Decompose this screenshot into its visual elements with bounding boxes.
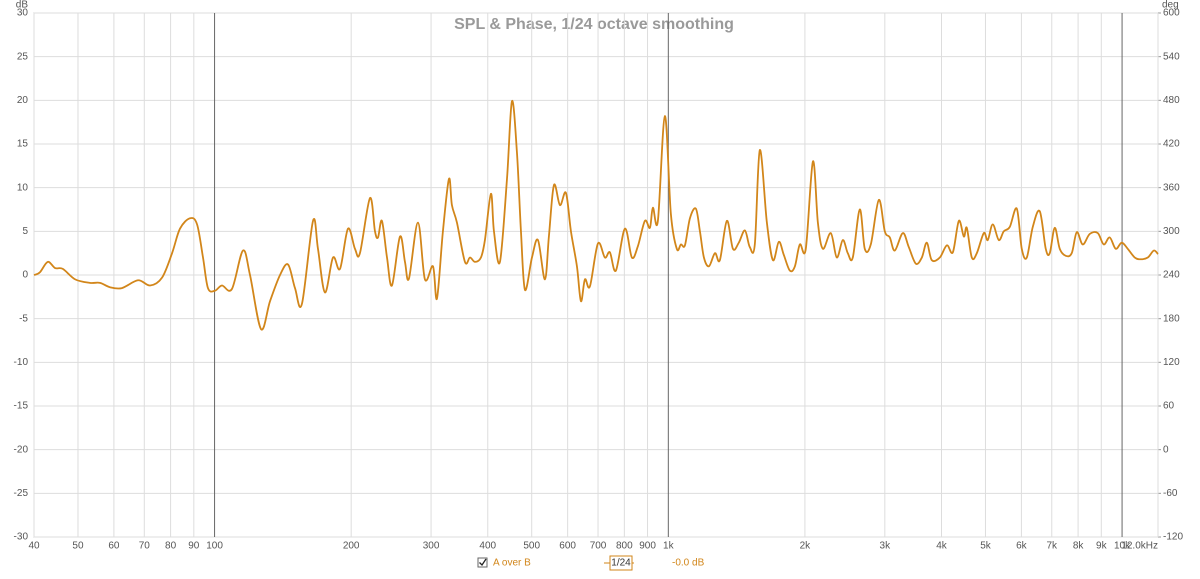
y2-tick-label: 120 xyxy=(1163,357,1180,368)
legend-checkbox[interactable] xyxy=(477,557,488,568)
y-tick-label: -10 xyxy=(14,357,29,368)
y2-tick-label: -60 xyxy=(1163,488,1178,499)
checkmark xyxy=(479,558,487,567)
y2-tick-label: 240 xyxy=(1163,270,1180,281)
smoothing-label[interactable]: 1/24 xyxy=(611,558,631,569)
y-tick-label: 30 xyxy=(17,8,29,19)
y-tick-label: 5 xyxy=(22,226,28,237)
y2-tick-label: -120 xyxy=(1163,532,1183,543)
y-tick-label: 25 xyxy=(17,51,29,62)
offset-label: -0.0 dB xyxy=(672,558,705,569)
x-tick-label: 900 xyxy=(639,541,656,552)
y-tick-label: 10 xyxy=(17,182,29,193)
smoothing-box[interactable] xyxy=(609,555,633,571)
x-tick-label: 9k xyxy=(1096,541,1108,552)
y2-tick-label: 300 xyxy=(1163,226,1180,237)
x-tick-label: 5k xyxy=(980,541,992,552)
x-tick-label: 6k xyxy=(1016,541,1028,552)
x-tick-label: 100 xyxy=(206,541,223,552)
y2-tick-label: 60 xyxy=(1163,401,1175,412)
x-tick-label: 70 xyxy=(139,541,151,552)
y2-tick-label: 0 xyxy=(1163,444,1169,455)
y-tick-label: -25 xyxy=(14,488,29,499)
x-tick-label: 4k xyxy=(936,541,948,552)
y-tick-label: -5 xyxy=(19,313,28,324)
x-tick-label: 10k xyxy=(1114,541,1131,552)
y-tick-label: 20 xyxy=(17,95,29,106)
y-tick-label: -20 xyxy=(14,444,29,455)
x-tick-label: 800 xyxy=(616,541,633,552)
x-tick-label: 200 xyxy=(343,541,360,552)
x-tick-label: 60 xyxy=(108,541,120,552)
y2-tick-label: 180 xyxy=(1163,313,1180,324)
x-tick-label: 50 xyxy=(72,541,84,552)
y2-tick-label: 600 xyxy=(1163,8,1180,19)
series-line xyxy=(33,100,1159,331)
x-tick-label: 400 xyxy=(479,541,496,552)
legend-label[interactable]: A over B xyxy=(493,558,531,569)
x-tick-label: 700 xyxy=(590,541,607,552)
x-tick-label: 8k xyxy=(1073,541,1085,552)
y-tick-label: -15 xyxy=(14,401,29,412)
y-tick-label: 15 xyxy=(17,139,29,150)
y2-tick-label: 480 xyxy=(1163,95,1180,106)
x-tick-label: 1k xyxy=(663,541,675,552)
chart-title: SPL & Phase, 1/24 octave smoothing xyxy=(454,16,734,33)
y2-tick-label: 360 xyxy=(1163,182,1180,193)
x-tick-label: 80 xyxy=(165,541,177,552)
y2-tick-label: 420 xyxy=(1163,139,1180,150)
y-tick-label: 0 xyxy=(22,270,28,281)
x-tick-label: 600 xyxy=(559,541,576,552)
y2-tick-label: 540 xyxy=(1163,51,1180,62)
x-tick-label: 300 xyxy=(423,541,440,552)
x-tick-label: 3k xyxy=(880,541,892,552)
x-tick-label: 500 xyxy=(523,541,540,552)
x-tick-label: 12.0kHz xyxy=(1121,541,1158,552)
y-tick-label: -30 xyxy=(14,532,29,543)
x-tick-label: 7k xyxy=(1047,541,1059,552)
x-tick-label: 40 xyxy=(28,541,40,552)
y2-axis-label: deg xyxy=(1162,0,1179,11)
x-tick-label: 90 xyxy=(188,541,200,552)
x-tick-label: 2k xyxy=(800,541,812,552)
y-axis-label: dB xyxy=(16,0,29,11)
